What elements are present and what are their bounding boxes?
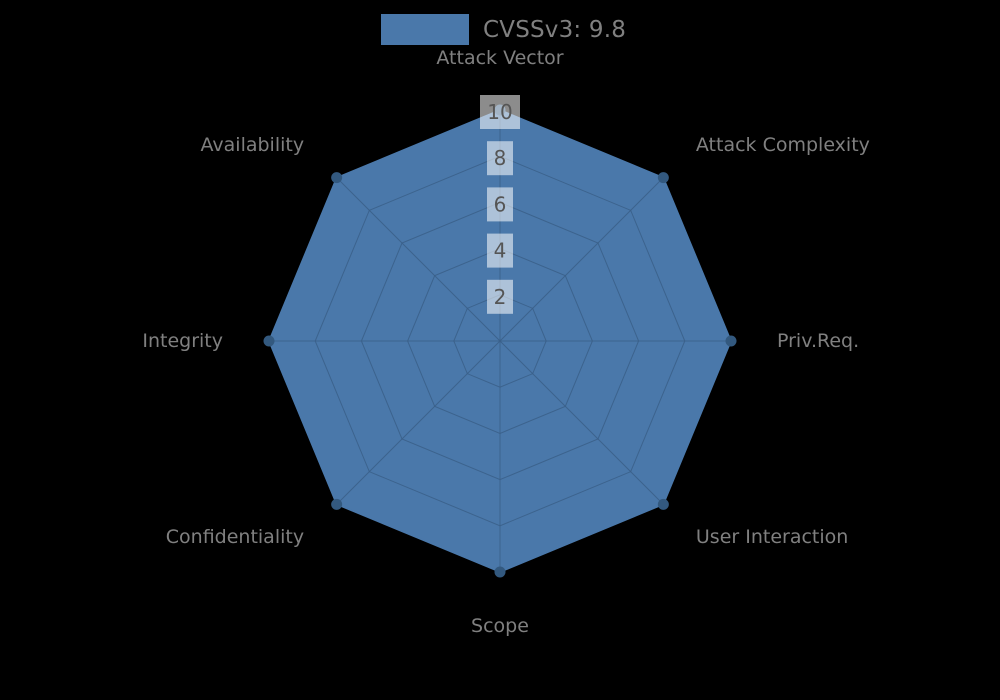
radar-axis-label: Attack Vector <box>436 47 563 69</box>
radar-axis-label: Confidentiality <box>166 526 304 548</box>
radar-axis-label: Integrity <box>142 330 223 352</box>
legend-entry-label: CVSSv3: 9.8 <box>483 16 627 43</box>
radar-axis-label: Priv.Req. <box>777 330 859 352</box>
radar-axis-label: User Interaction <box>696 526 848 548</box>
radial-tick-label: 4 <box>494 239 507 263</box>
radial-tick-label: 8 <box>494 146 507 170</box>
radial-tick-label: 10 <box>487 100 512 124</box>
radar-axis-labels: Attack Vector Attack Complexity Priv.Req. U… <box>142 47 870 637</box>
radar-axis-label: Scope <box>471 615 529 637</box>
legend-color-swatch <box>381 14 469 45</box>
radar-axis-label: Attack Complexity <box>696 134 870 156</box>
chart-legend: CVSSv3: 9.8 <box>381 14 626 45</box>
radar-axis-label: Availability <box>201 134 305 156</box>
radar-radial-ticks: 2 4 6 8 10 <box>480 95 520 314</box>
radial-tick-label: 6 <box>494 192 507 216</box>
radial-tick-label: 2 <box>494 285 507 309</box>
